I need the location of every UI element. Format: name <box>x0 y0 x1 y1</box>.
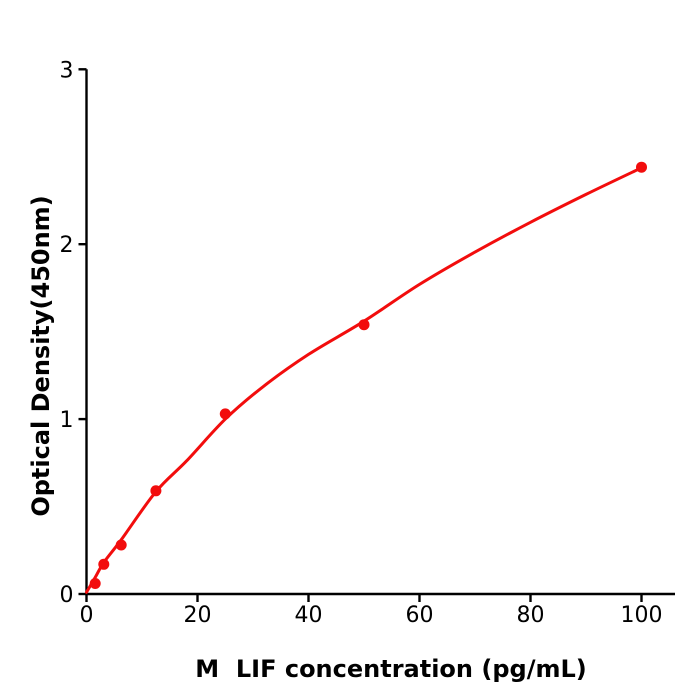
x-tick-label: 40 <box>295 603 323 628</box>
data-point <box>358 319 370 331</box>
data-point <box>98 558 110 570</box>
data-point <box>150 485 162 497</box>
x-tick-label: 60 <box>406 603 434 628</box>
data-point <box>89 578 101 589</box>
x-tick-label: 20 <box>184 603 212 628</box>
x-tick-label: 0 <box>80 603 94 628</box>
y-tick-label: 0 <box>60 583 74 608</box>
y-axis-title: Optical Density(450nm) <box>27 195 55 517</box>
data-point <box>115 539 127 551</box>
y-tick-label: 3 <box>60 58 74 83</box>
fit-curve <box>85 166 643 594</box>
x-tick-label: 100 <box>621 603 663 628</box>
data-point <box>636 161 647 173</box>
x-axis-title: M LIF concentration (pg/mL) <box>195 655 587 683</box>
y-tick-label: 1 <box>60 408 74 433</box>
y-tick-label: 2 <box>60 233 74 258</box>
data-point <box>219 408 231 420</box>
x-tick-label: 80 <box>517 603 545 628</box>
